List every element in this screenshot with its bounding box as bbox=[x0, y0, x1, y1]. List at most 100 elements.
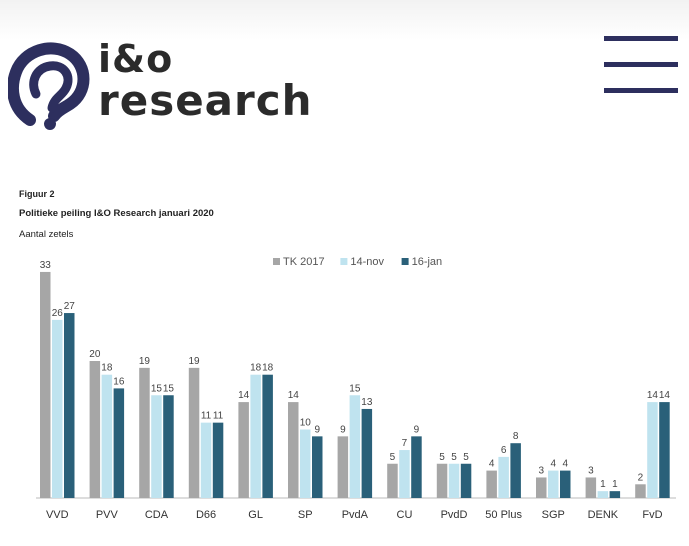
bar bbox=[486, 470, 497, 498]
bar bbox=[361, 408, 373, 498]
bar bbox=[300, 429, 311, 498]
category-tick-label: 50 Plus bbox=[485, 509, 522, 521]
bar bbox=[200, 422, 212, 498]
bar bbox=[163, 395, 174, 498]
bar-value-label: 14 bbox=[647, 390, 659, 401]
bar-value-label: 3 bbox=[538, 465, 544, 476]
category-tick-label: CDA bbox=[145, 509, 169, 521]
brand-name-line2: research bbox=[98, 76, 313, 125]
bar bbox=[288, 402, 299, 498]
bar-value-label: 11 bbox=[213, 411, 224, 422]
category-tick-label: D66 bbox=[196, 509, 216, 521]
bar bbox=[250, 374, 261, 498]
bar bbox=[113, 388, 125, 498]
bar-value-label: 5 bbox=[451, 452, 457, 463]
bar-value-label: 26 bbox=[52, 308, 64, 319]
bar-value-label: 5 bbox=[390, 452, 396, 463]
legend-entry: 16-jan bbox=[412, 256, 443, 268]
bar bbox=[436, 463, 448, 498]
bar-value-label: 8 bbox=[513, 431, 519, 442]
bar-value-label: 9 bbox=[340, 424, 346, 435]
bar-value-label: 14 bbox=[288, 390, 300, 401]
category-tick-label: SP bbox=[298, 509, 313, 521]
bar bbox=[188, 367, 200, 498]
bar bbox=[101, 374, 113, 498]
bar bbox=[498, 456, 509, 498]
figure-label: Figuur 2 bbox=[19, 189, 55, 199]
bar bbox=[64, 313, 75, 498]
bar bbox=[609, 491, 621, 498]
bar-value-label: 13 bbox=[361, 397, 373, 408]
bar bbox=[52, 319, 63, 498]
bar-value-label: 15 bbox=[349, 383, 361, 394]
bar bbox=[548, 470, 559, 498]
bar-value-label: 6 bbox=[501, 445, 507, 456]
question-mark-logo-icon[interactable] bbox=[8, 36, 90, 132]
bar bbox=[139, 367, 150, 498]
legend-swatch bbox=[401, 258, 409, 265]
bar bbox=[597, 491, 609, 498]
bar bbox=[448, 463, 460, 498]
category-tick-label: DENK bbox=[588, 509, 619, 521]
figure-title: Politieke peiling I&O Research januari 2… bbox=[19, 208, 214, 219]
hamburger-menu-icon[interactable] bbox=[604, 36, 678, 96]
category-tick-label: CU bbox=[397, 509, 413, 521]
bar-value-label: 3 bbox=[588, 465, 594, 476]
site-header: i&o research bbox=[0, 0, 689, 150]
bar bbox=[312, 436, 323, 498]
bar-value-label: 33 bbox=[40, 260, 52, 271]
bar bbox=[659, 402, 670, 498]
bar-value-label: 4 bbox=[562, 459, 568, 470]
bar-value-label: 1 bbox=[600, 479, 606, 490]
legend-entry: 14-nov bbox=[350, 256, 384, 268]
bar-value-label: 1 bbox=[612, 479, 618, 490]
brand-name-line1: i&o bbox=[98, 37, 174, 81]
bar bbox=[151, 395, 162, 498]
bar-value-label: 20 bbox=[89, 349, 101, 360]
bar bbox=[238, 402, 249, 498]
category-tick-label: VVD bbox=[46, 509, 69, 521]
figure-subtitle: Aantal zetels bbox=[19, 229, 74, 240]
category-tick-label: GL bbox=[248, 509, 263, 521]
category-tick-label: PvdD bbox=[441, 509, 468, 521]
bar bbox=[212, 422, 224, 498]
bar-value-label: 16 bbox=[113, 376, 125, 387]
category-tick-label: SGP bbox=[542, 509, 565, 521]
bar bbox=[536, 477, 547, 498]
bar-value-label: 27 bbox=[64, 301, 76, 312]
category-tick-label: FvD bbox=[642, 509, 662, 521]
legend-swatch bbox=[340, 258, 348, 265]
bar bbox=[460, 463, 472, 498]
bar bbox=[510, 443, 521, 498]
bar bbox=[89, 361, 101, 498]
bar-value-label: 15 bbox=[163, 383, 175, 394]
bar-value-label: 18 bbox=[101, 363, 113, 374]
bar-value-label: 5 bbox=[463, 452, 469, 463]
category-tick-label: PvdA bbox=[342, 509, 369, 521]
bar-value-label: 4 bbox=[550, 459, 556, 470]
bar-value-label: 9 bbox=[414, 424, 420, 435]
bar-value-label: 18 bbox=[262, 363, 274, 374]
legend-entry: TK 2017 bbox=[283, 256, 325, 268]
bar-value-label: 14 bbox=[238, 390, 250, 401]
bar bbox=[349, 395, 361, 498]
bar-value-label: 19 bbox=[188, 356, 200, 367]
bar-value-label: 11 bbox=[201, 411, 212, 422]
bar bbox=[337, 436, 349, 498]
category-tick-label: PVV bbox=[96, 509, 119, 521]
bar bbox=[560, 470, 571, 498]
bar bbox=[399, 450, 410, 498]
bar bbox=[40, 271, 51, 498]
bar-value-label: 14 bbox=[659, 390, 671, 401]
bar-value-label: 2 bbox=[638, 472, 644, 483]
bar bbox=[411, 436, 422, 498]
bar-value-label: 4 bbox=[489, 459, 495, 470]
legend-swatch bbox=[273, 258, 280, 265]
bar-value-label: 15 bbox=[151, 383, 163, 394]
bar-value-label: 19 bbox=[139, 356, 151, 367]
bar bbox=[647, 402, 658, 498]
bar bbox=[387, 463, 398, 498]
bar-value-label: 10 bbox=[300, 418, 312, 429]
bar bbox=[635, 484, 646, 498]
